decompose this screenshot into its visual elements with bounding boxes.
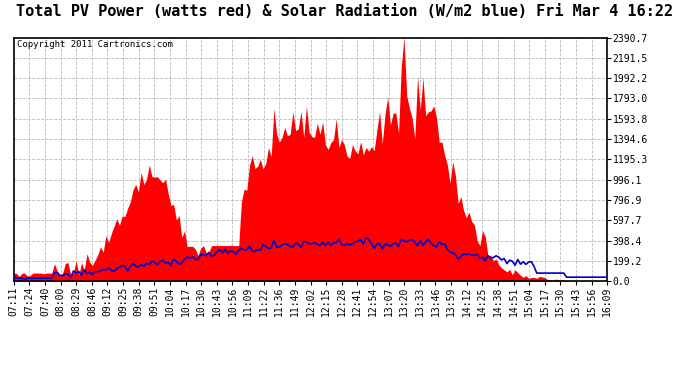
Text: Copyright 2011 Cartronics.com: Copyright 2011 Cartronics.com (17, 40, 172, 49)
Text: Total PV Power (watts red) & Solar Radiation (W/m2 blue) Fri Mar 4 16:22: Total PV Power (watts red) & Solar Radia… (17, 4, 673, 19)
